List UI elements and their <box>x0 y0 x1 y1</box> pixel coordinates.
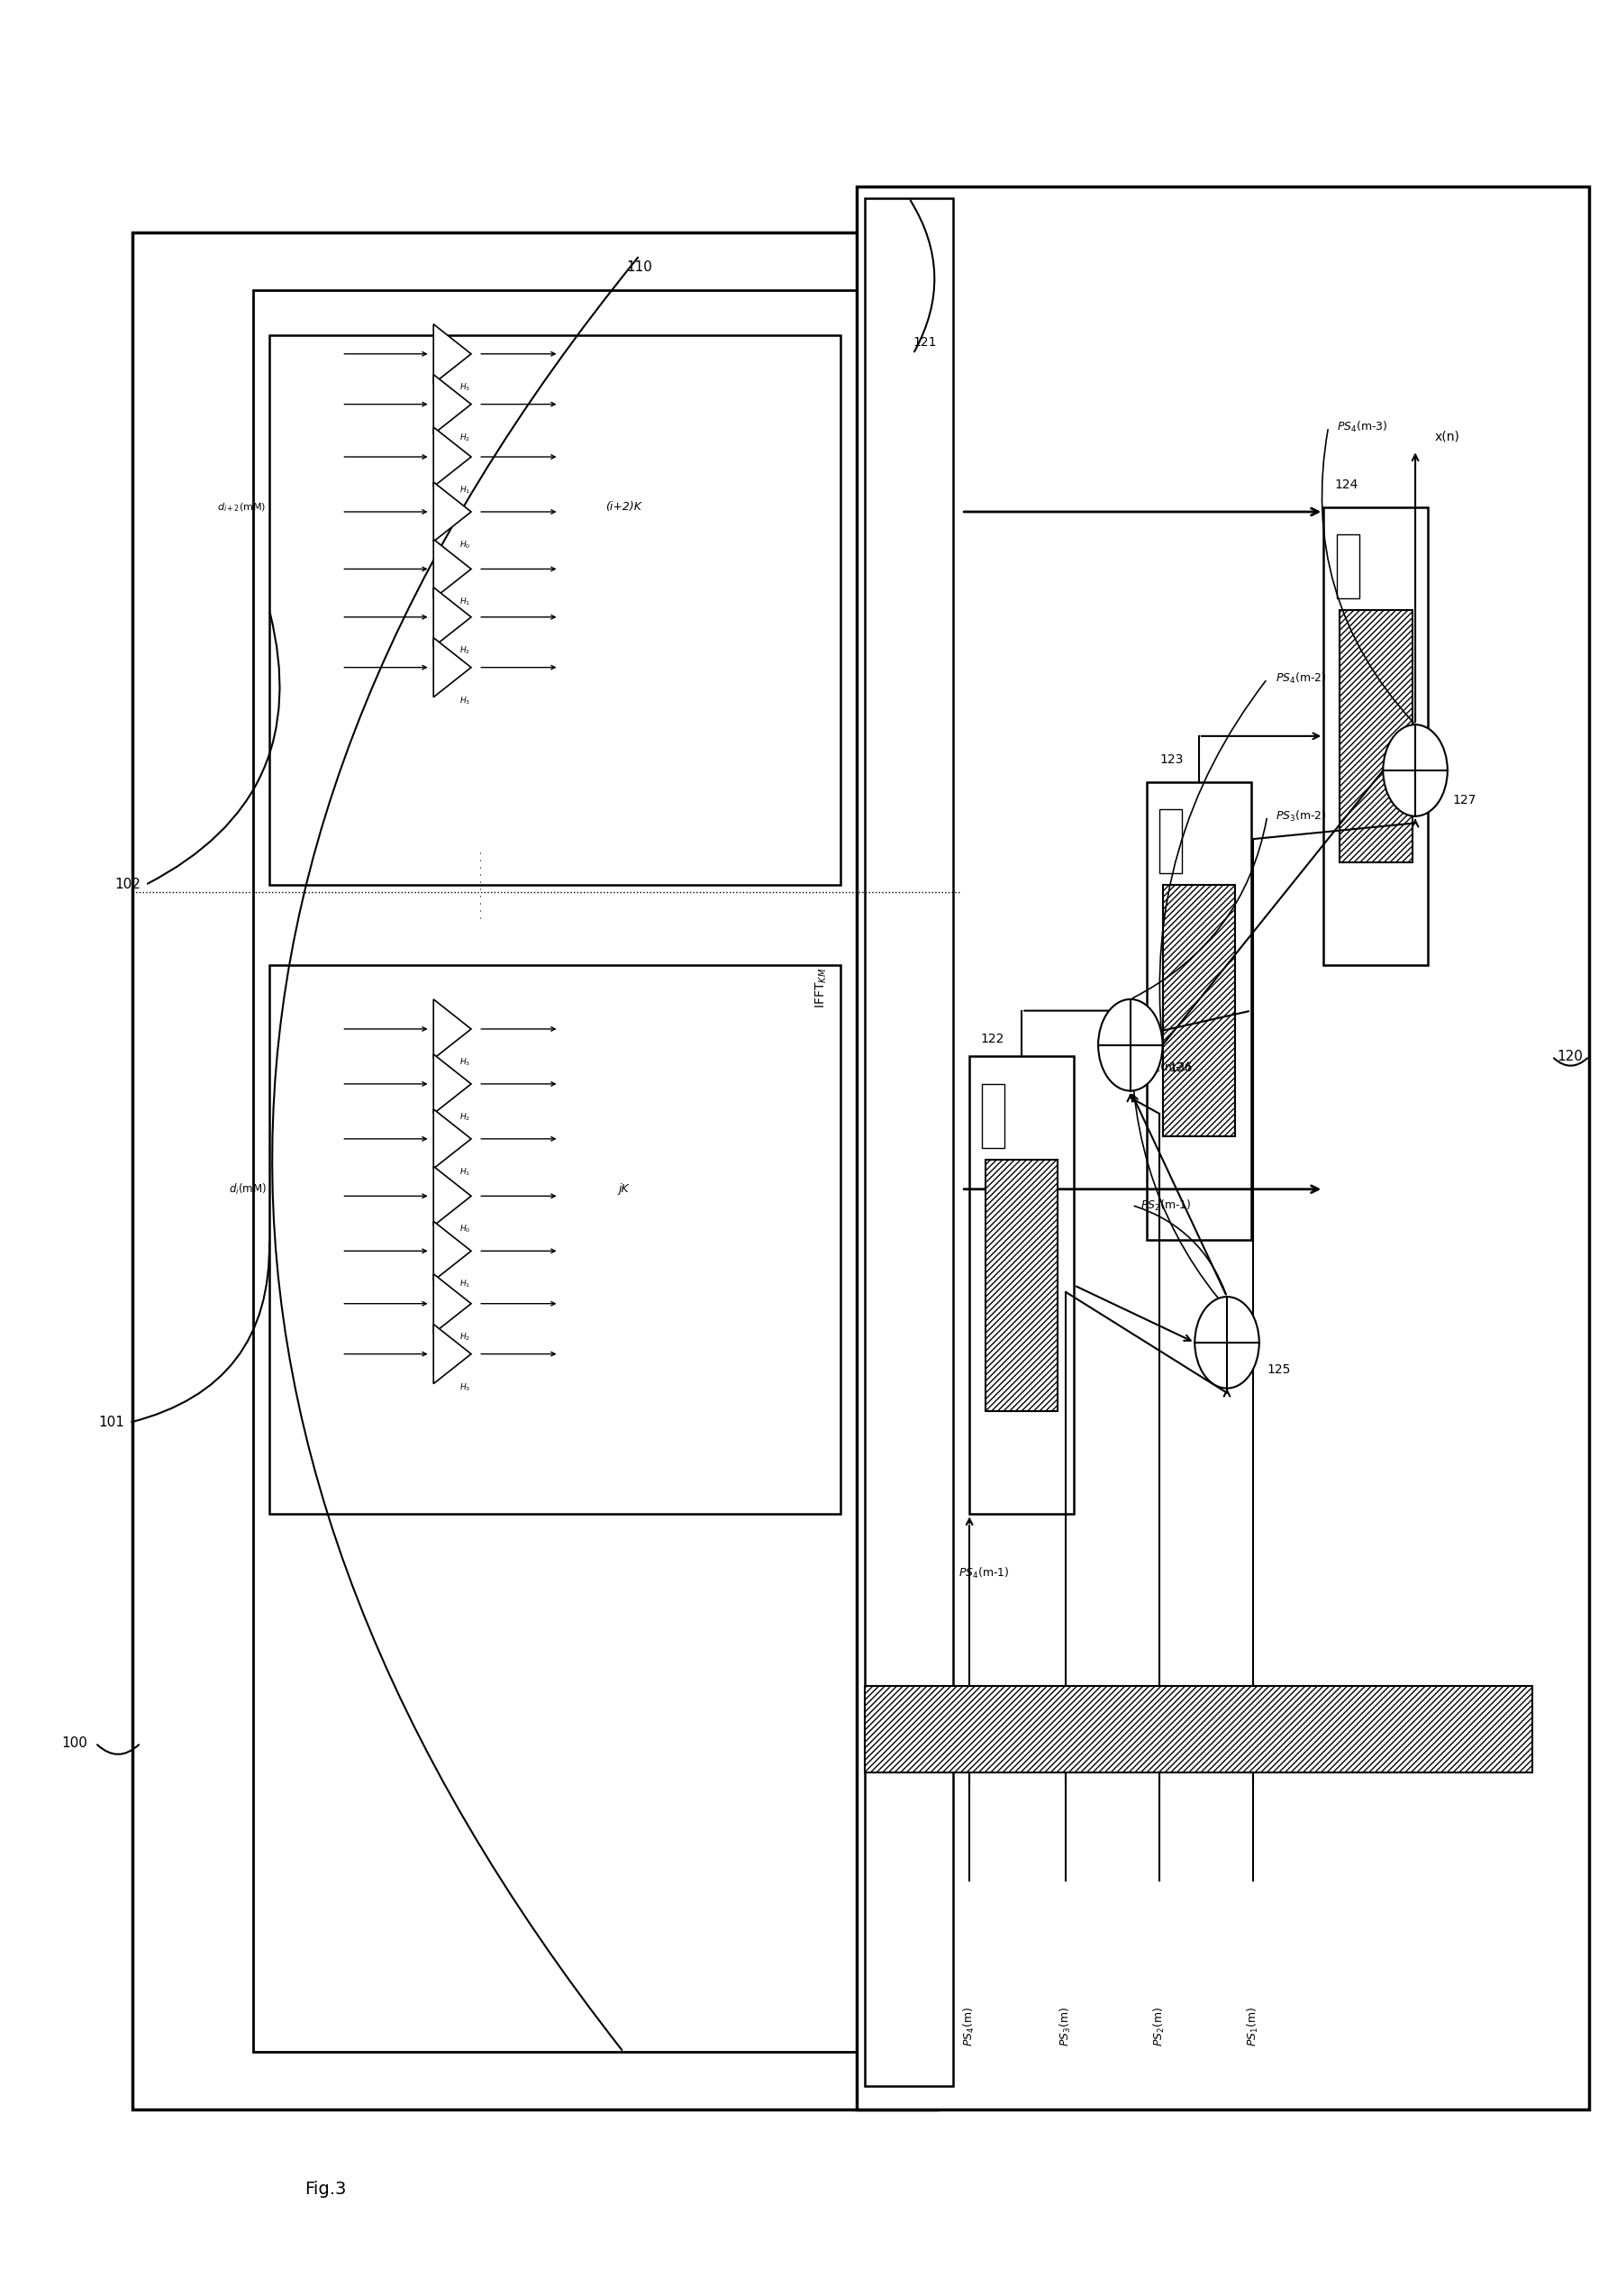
Polygon shape <box>433 1221 471 1281</box>
Text: 100: 100 <box>61 1736 87 1750</box>
Text: 127: 127 <box>1452 794 1476 806</box>
Text: $PS_4$(m-1): $PS_4$(m-1) <box>959 1566 1009 1582</box>
Polygon shape <box>433 324 471 383</box>
Polygon shape <box>433 1325 471 1384</box>
Text: $H_3$: $H_3$ <box>459 1382 471 1394</box>
Text: 102: 102 <box>115 877 141 891</box>
Polygon shape <box>433 1054 471 1114</box>
Text: 125: 125 <box>1268 1364 1290 1375</box>
Text: $PS_3$(m): $PS_3$(m) <box>1059 2007 1074 2046</box>
Text: jK: jK <box>618 1182 629 1194</box>
Text: $H_1$: $H_1$ <box>459 484 471 496</box>
Text: $PS_4$(m): $PS_4$(m) <box>962 2007 977 2046</box>
Bar <box>985 1159 1058 1412</box>
Polygon shape <box>433 999 471 1058</box>
Text: $H_2$: $H_2$ <box>459 432 471 443</box>
Text: $H_0$: $H_0$ <box>459 540 471 551</box>
Text: x(n): x(n) <box>1434 432 1460 443</box>
Text: $PS_4$(m-3): $PS_4$(m-3) <box>1336 420 1387 434</box>
Circle shape <box>1098 999 1163 1091</box>
Polygon shape <box>433 1274 471 1334</box>
Bar <box>1324 507 1428 964</box>
Text: $H_1$: $H_1$ <box>459 597 471 608</box>
Text: IFFT$_{KM}$: IFFT$_{KM}$ <box>813 967 830 1008</box>
Bar <box>270 964 841 1513</box>
Text: 120: 120 <box>1557 1049 1583 1063</box>
Polygon shape <box>433 1109 471 1169</box>
Text: $H_3$: $H_3$ <box>459 696 471 707</box>
Bar <box>865 197 954 2087</box>
Text: $H_1$: $H_1$ <box>459 1166 471 1178</box>
Bar <box>133 232 938 2110</box>
Bar <box>1146 783 1252 1240</box>
Polygon shape <box>433 540 471 599</box>
Polygon shape <box>433 482 471 542</box>
Bar <box>1163 884 1235 1137</box>
Polygon shape <box>433 374 471 434</box>
Text: $d_i$(mM): $d_i$(mM) <box>228 1182 267 1196</box>
Bar <box>1159 808 1182 872</box>
Bar <box>1339 611 1412 861</box>
Bar <box>254 289 906 2053</box>
Text: $PS_1$(m): $PS_1$(m) <box>1245 2007 1260 2046</box>
Text: $d_{i+2}$(mM): $d_{i+2}$(mM) <box>217 501 267 514</box>
Text: $PS_2$(m): $PS_2$(m) <box>1153 2007 1166 2046</box>
Text: 124: 124 <box>1334 478 1358 491</box>
Bar <box>270 335 841 884</box>
Bar <box>865 1685 1533 1773</box>
Circle shape <box>1383 726 1447 815</box>
Bar <box>1163 884 1235 1137</box>
Bar <box>985 1159 1058 1412</box>
Polygon shape <box>433 427 471 487</box>
Text: $PS_3$(m-1): $PS_3$(m-1) <box>1140 1061 1192 1075</box>
Text: 121: 121 <box>914 335 936 349</box>
Text: 101: 101 <box>99 1417 125 1430</box>
Text: Fig.3: Fig.3 <box>304 2181 346 2197</box>
Text: $H_1$: $H_1$ <box>459 1279 471 1290</box>
Text: $H_3$: $H_3$ <box>459 381 471 393</box>
Text: 110: 110 <box>626 259 653 273</box>
Bar <box>1336 535 1358 599</box>
Text: $H_2$: $H_2$ <box>459 1111 471 1123</box>
Polygon shape <box>433 1166 471 1226</box>
Text: $H_0$: $H_0$ <box>459 1224 471 1235</box>
Polygon shape <box>433 638 471 698</box>
Circle shape <box>1195 1297 1260 1389</box>
Text: 126: 126 <box>1169 1061 1193 1075</box>
Text: . . . . . . . . . .: . . . . . . . . . . <box>472 850 485 918</box>
Text: $H_2$: $H_2$ <box>459 645 471 657</box>
Text: $PS_2$(m-1): $PS_2$(m-1) <box>1140 1199 1192 1212</box>
Bar <box>982 1084 1004 1148</box>
Polygon shape <box>433 588 471 647</box>
Bar <box>857 186 1590 2110</box>
Text: $H_3$: $H_3$ <box>459 1056 471 1068</box>
Bar <box>970 1056 1074 1513</box>
Text: $H_2$: $H_2$ <box>459 1332 471 1343</box>
Text: 123: 123 <box>1159 753 1184 767</box>
Text: $PS_3$(m-2): $PS_3$(m-2) <box>1276 808 1326 824</box>
Bar <box>1339 611 1412 861</box>
Text: (i+2)K: (i+2)K <box>605 501 642 512</box>
Bar <box>865 1685 1533 1773</box>
Text: 122: 122 <box>982 1033 1004 1045</box>
Text: $PS_4$(m-2): $PS_4$(m-2) <box>1276 673 1326 687</box>
